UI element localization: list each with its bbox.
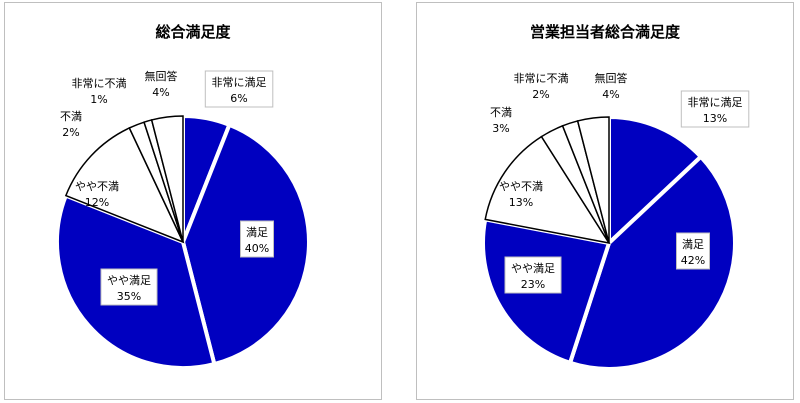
slice-value-label: 4% (152, 86, 169, 99)
slice-value-label: 35% (117, 290, 141, 303)
slice-value-label: 40% (245, 242, 269, 255)
data-label: 満足 40% (240, 220, 274, 258)
slice-value-label: 13% (703, 112, 727, 125)
pie-slice-3 (64, 126, 185, 244)
data-label: 満足 42% (676, 232, 710, 270)
pie-chart-sales-rep: 非常に満足 13% 満足 42% やや満足 23% やや不満 13% 不満 3% 非常に不満 2% 無回… (481, 71, 750, 371)
data-label: やや満足 23% (504, 256, 562, 294)
satisfaction-chart-overall: 総合満足度 非常に満足 6% 満足 40% やや満足 35% やや不満 12% 不満 2% 非常に不… (4, 2, 382, 400)
chart-title: 営業担当者総合満足度 (529, 23, 680, 41)
slice-value-label: 23% (521, 278, 545, 291)
slice-label: 非常に満足 (688, 96, 743, 109)
pie-slice-1 (567, 153, 737, 371)
slice-label: やや不満 (499, 180, 543, 193)
slice-value-label: 12% (85, 196, 109, 209)
slice-value-label: 2% (62, 126, 79, 139)
data-label: 非常に満足 13% (680, 90, 750, 128)
pie-slice-0 (607, 114, 704, 248)
data-label: 非常に満足 6% (204, 70, 274, 108)
pie-slice-3 (484, 135, 611, 245)
data-label: 無回答 4% (595, 71, 628, 101)
data-label: 無回答 4% (145, 69, 178, 99)
data-label: 非常に不満 2% (514, 72, 569, 101)
slice-label: 無回答 (595, 71, 628, 85)
slice-label: やや満足 (107, 274, 151, 287)
slice-value-label: 3% (492, 122, 509, 135)
pie-labels: 非常に満足 13% 満足 42% やや満足 23% やや不満 13% 不満 3% 非常に不満 2% 無回… (490, 71, 750, 294)
data-label: 不満 2% (60, 110, 82, 139)
data-label: 非常に不満 1% (72, 77, 127, 106)
slice-label: 非常に不満 (72, 77, 127, 90)
slice-label: 満足 (246, 226, 268, 239)
slice-value-label: 6% (230, 92, 247, 105)
data-label: やや不満 13% (499, 180, 543, 209)
slice-label: 無回答 (145, 69, 178, 83)
pie-slice-6 (576, 116, 610, 244)
data-label: 不満 3% (490, 106, 512, 135)
slice-label: やや満足 (511, 262, 555, 275)
pie-labels: 非常に満足 6% 満足 40% やや満足 35% やや不満 12% 不満 2% 非常に不満 1% 無回答… (60, 69, 274, 306)
slice-value-label: 2% (532, 88, 549, 101)
data-label-box (204, 70, 274, 108)
slice-value-label: 1% (90, 93, 107, 106)
slice-value-label: 42% (681, 254, 705, 267)
satisfaction-chart-sales-rep: 営業担当者総合満足度 非常に満足 13% 満足 42% やや満足 23% やや不満 13% 不満… (416, 2, 794, 400)
data-label-box (676, 232, 710, 270)
data-label-box (680, 90, 750, 128)
slice-label: 不満 (490, 106, 512, 119)
slice-value-label: 13% (509, 196, 533, 209)
slice-label: 満足 (682, 238, 704, 251)
pie-slice-6 (150, 115, 184, 243)
data-label-box (504, 256, 562, 294)
pie-chart-overall: 非常に満足 6% 満足 40% やや満足 35% やや不満 12% 不満 2% 非常に不満 1% 無回答… (55, 69, 311, 370)
data-label: やや満足 35% (100, 268, 158, 306)
slice-label: 非常に不満 (514, 72, 569, 85)
slice-label: 不満 (60, 110, 82, 123)
slice-label: やや不満 (75, 180, 119, 193)
data-label: やや不満 12% (75, 180, 119, 209)
chart-title: 総合満足度 (155, 23, 231, 41)
slice-label: 非常に満足 (212, 76, 267, 89)
data-label-box (240, 220, 274, 258)
slice-value-label: 4% (602, 88, 619, 101)
data-label-box (100, 268, 158, 306)
